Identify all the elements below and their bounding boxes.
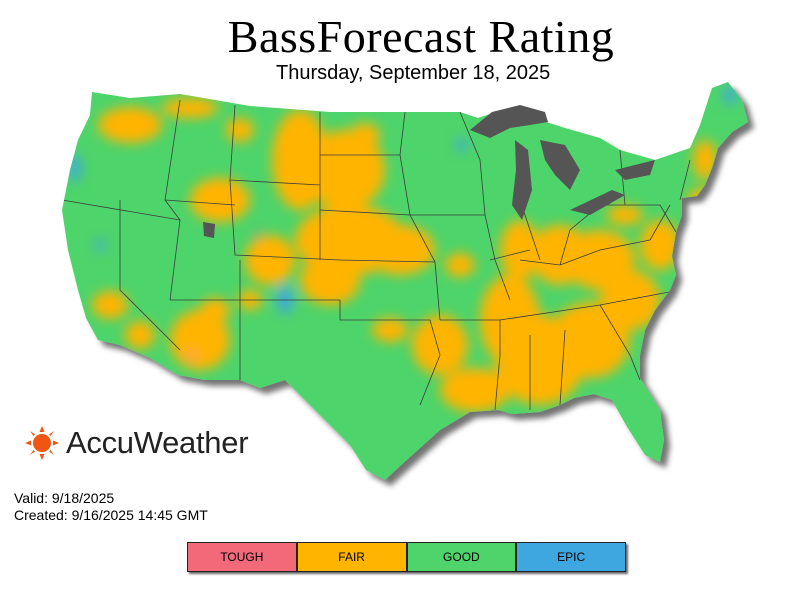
rating-legend: TOUGH FAIR GOOD EPIC	[187, 542, 626, 572]
legend-tough: TOUGH	[188, 543, 298, 571]
great-salt-lake	[203, 222, 215, 238]
lake-erie	[570, 190, 625, 215]
lake-michigan	[512, 140, 532, 220]
lake-huron	[540, 140, 580, 190]
legend-fair: FAIR	[297, 543, 408, 571]
page-title: BassForecast Rating	[227, 11, 615, 62]
legend-label: TOUGH	[220, 550, 264, 564]
sun-icon	[25, 426, 59, 460]
state-borders	[62, 99, 691, 411]
legend-label: EPIC	[557, 550, 586, 564]
valid-date: Valid: 9/18/2025	[14, 490, 115, 506]
lake-ontario	[615, 160, 655, 180]
legend-label: GOOD	[443, 550, 480, 564]
legend-epic: EPIC	[517, 543, 625, 571]
great-lakes	[203, 105, 655, 238]
legend-good: GOOD	[407, 543, 518, 571]
forecast-date: Thursday, September 18, 2025	[276, 62, 551, 84]
legend-label: FAIR	[338, 550, 365, 564]
lake-superior	[470, 105, 548, 138]
brand-name: AccuWeather	[66, 425, 249, 460]
created-date: Created: 9/16/2025 14:45 GMT	[14, 507, 208, 523]
accuweather-logo: AccuWeather	[24, 425, 249, 461]
